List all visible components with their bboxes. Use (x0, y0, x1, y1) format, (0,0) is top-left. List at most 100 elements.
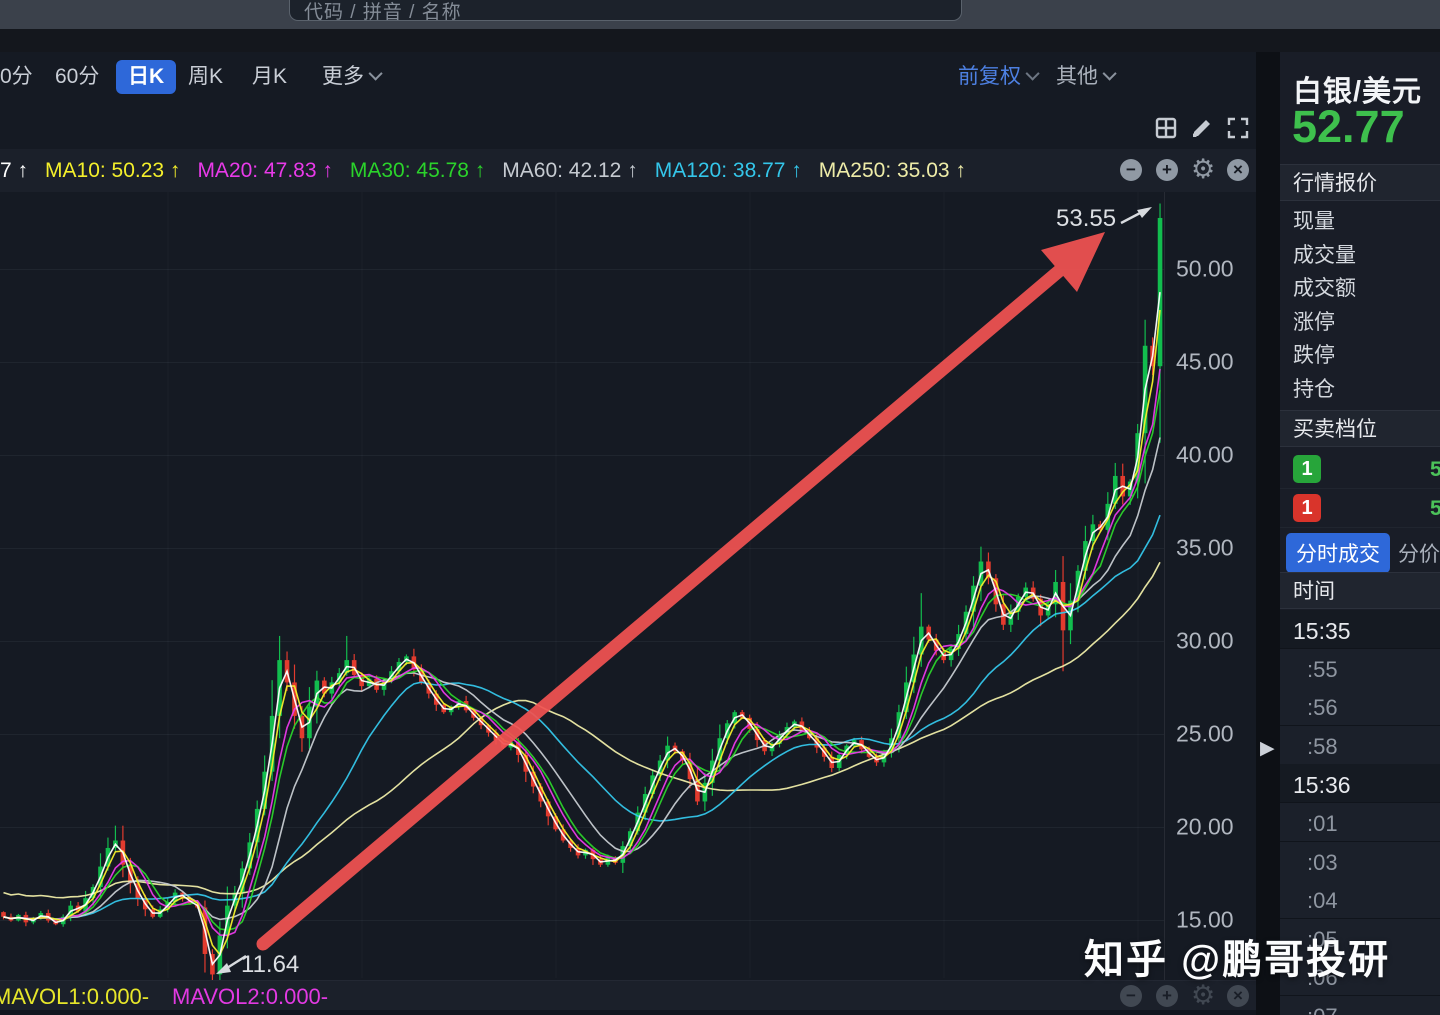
ask-level-badge: 1 (1293, 494, 1321, 522)
other-dropdown[interactable]: 其他 (1056, 60, 1117, 94)
tick-row: :01 (1280, 803, 1440, 842)
adjust-mode-label: 前复权 (958, 65, 1021, 88)
tick-row: :56 (1280, 687, 1440, 727)
ma-legend-item: MA120: 38.77 ↑ (654, 158, 802, 182)
ma-legend-item: MA30: 45.78 ↑ (349, 158, 486, 182)
window-band (0, 29, 1440, 52)
axis-tick-label: 20.00 (1176, 813, 1234, 840)
tab-tick-trades[interactable]: 分时成交 (1286, 533, 1390, 573)
axis-tick-label: 30.00 (1176, 627, 1234, 654)
fullscreen-icon[interactable] (1226, 116, 1250, 140)
quote-row-0: 现量 (1293, 210, 1335, 233)
plus-icon[interactable]: + (1156, 159, 1178, 181)
time-column-header: 时间 (1280, 572, 1440, 609)
tick-time: :05 (1307, 926, 1338, 952)
tick-row: :07 (1280, 996, 1440, 1015)
annotation-high: 53.55 (1056, 205, 1152, 232)
close-icon[interactable]: × (1227, 985, 1249, 1007)
chevron-down-icon (1025, 66, 1040, 81)
search-placeholder: 代码 / 拼音 / 名称 (304, 2, 462, 23)
bid-price: 5 (1430, 458, 1440, 481)
quote-row-5: 持仓 (1293, 377, 1335, 401)
tick-row: :04 (1280, 880, 1440, 920)
ma-legend-item: MA10: 50.23 ↑ (45, 158, 181, 182)
ma-legend: 7 ↑ MA10: 50.23 ↑ MA20: 47.83 ↑ MA30: 45.78… (0, 149, 966, 192)
close-icon[interactable]: × (1227, 159, 1249, 181)
quote-section-header: 行情报价 (1280, 164, 1440, 201)
axis-tick-label: 45.00 (1176, 348, 1234, 375)
volume-indicator-bar: MAVOL1:0.000- MAVOL2:0.000- − + ⚙ × (0, 980, 1256, 1011)
ma-legend-item: MA20: 47.83 ↑ (197, 158, 333, 182)
last-price: 52.77 (1292, 101, 1405, 152)
search-input[interactable]: 代码 / 拼音 / 名称 (289, 0, 962, 23)
ma-line-ma20 (3, 368, 1161, 937)
gear-icon[interactable]: ⚙ (1191, 980, 1216, 1010)
tick-row: :05 (1280, 918, 1440, 958)
gear-icon[interactable]: ⚙ (1191, 154, 1216, 184)
minus-icon[interactable]: − (1120, 985, 1142, 1007)
ma-legend-item: MA60: 42.12 ↑ (502, 158, 638, 182)
plus-icon[interactable]: + (1156, 985, 1178, 1007)
chart-panel: 0分 60分 日K 周K 月K 更多 前复权 其他 7 ↑ MA10: 50.23 ↑ MA2… (0, 52, 1256, 1015)
minus-icon[interactable]: − (1120, 159, 1142, 181)
ask-level-row[interactable]: 1 5 (1280, 489, 1440, 528)
price-chart[interactable]: 53.55 11.64 (0, 192, 1256, 980)
panel-divider (1256, 52, 1280, 1015)
ma-legend-bar: 7 ↑ MA10: 50.23 ↑ MA20: 47.83 ↑ MA30: 45.78… (0, 149, 1256, 192)
layout-grid-icon[interactable] (1154, 116, 1178, 140)
svg-text:11.64: 11.64 (241, 951, 299, 978)
tick-row: :03 (1280, 841, 1440, 881)
top-strip: 代码 / 拼音 / 名称 (0, 0, 1440, 29)
tick-time: :55 (1307, 656, 1338, 682)
tick-row: :58 (1280, 725, 1440, 765)
tick-time: :04 (1307, 888, 1338, 914)
bid-level-badge: 1 (1293, 455, 1321, 483)
period-tab-60分[interactable]: 60分 (55, 65, 100, 88)
volume-pane (0, 1010, 1256, 1015)
axis-tick-label: 35.00 (1176, 534, 1234, 561)
other-label: 其他 (1056, 65, 1098, 88)
tick-row: :55 (1280, 648, 1440, 688)
ma-line-ma5 (3, 292, 1161, 966)
axis-tick-label: 25.00 (1176, 720, 1234, 747)
brush-icon[interactable] (1190, 116, 1214, 140)
mavol2-label: MAVOL2:0.000- (172, 984, 329, 1009)
period-tab-月K[interactable]: 月K (252, 65, 288, 88)
ma-line-ma120 (3, 514, 1161, 920)
tick-row: :06 (1280, 957, 1440, 997)
period-tab-周K[interactable]: 周K (188, 65, 224, 88)
axis-tick-label: 40.00 (1176, 441, 1234, 468)
adjust-mode-dropdown[interactable]: 前复权 (958, 60, 1040, 94)
ma-legend-item: 7 ↑ (0, 158, 29, 182)
tick-time: 15:35 (1293, 618, 1351, 644)
tick-row: 15:35 (1280, 610, 1440, 649)
watermark: 知乎 @鹏哥投研 (1084, 938, 1391, 982)
axis-tick-label: 15.00 (1176, 906, 1234, 933)
tick-time: :07 (1307, 1004, 1338, 1015)
ma-line-ma10 (3, 309, 1161, 957)
ask-price: 5 (1430, 497, 1440, 520)
quote-sidebar: 白银/美元 52.77 行情报价 现量 成交量 成交额 涨停 跌停 持仓 买卖档位 1 5… (1280, 52, 1440, 1015)
tick-time: :01 (1307, 811, 1338, 836)
trend-arrow (256, 232, 1105, 951)
mavol1-label: MAVOL1:0.000- (0, 984, 150, 1009)
instrument-name: 白银/美元 (1293, 76, 1423, 108)
quote-row-2: 成交额 (1293, 277, 1356, 300)
sidebar-collapse-handle[interactable]: ▶ (1260, 738, 1275, 759)
ma-legend-item: MA250: 35.03 ↑ (818, 158, 966, 182)
candlestick-series (1, 203, 1163, 980)
period-tab-日K[interactable]: 日K (116, 60, 177, 94)
bid-level-row[interactable]: 1 5 (1280, 450, 1440, 489)
annotation-low: 11.64 (216, 951, 299, 978)
ma-line-ma250 (3, 561, 1161, 899)
tick-time: :03 (1307, 849, 1338, 875)
period-tab-0分[interactable]: 0分 (0, 65, 33, 88)
period-tab-更多[interactable]: 更多 (322, 60, 383, 94)
trade-tabs: 分时成交 分价表 (1280, 529, 1440, 596)
quote-row-4: 跌停 (1293, 344, 1335, 367)
quote-row-1: 成交量 (1293, 243, 1356, 267)
chevron-down-icon (1102, 66, 1117, 81)
tick-row: 15:36 (1280, 764, 1440, 804)
svg-text:53.55: 53.55 (1056, 205, 1116, 232)
chevron-down-icon (368, 66, 383, 81)
